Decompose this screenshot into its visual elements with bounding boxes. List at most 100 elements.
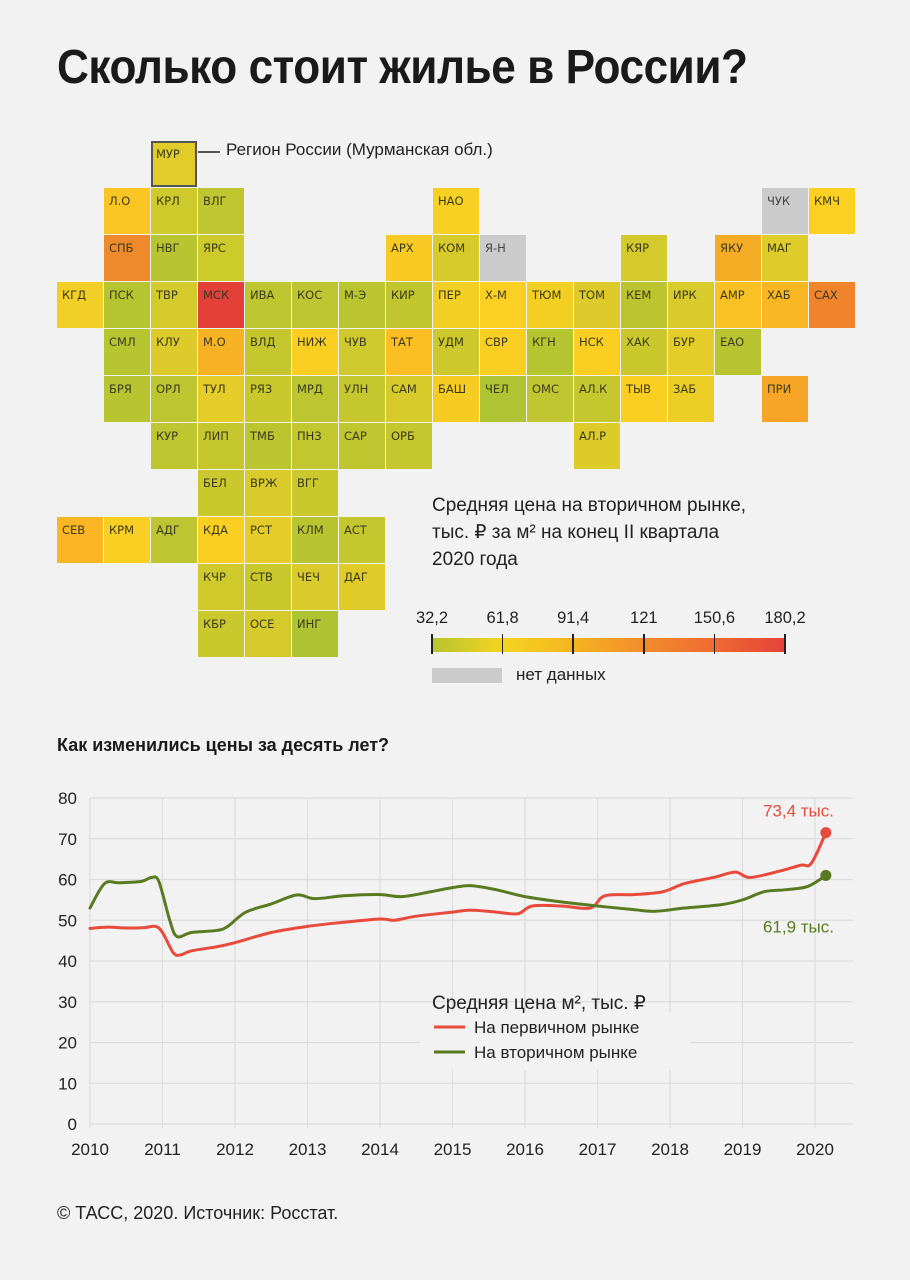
region-tile: ОРБ — [386, 423, 432, 469]
region-tile: КГД — [57, 282, 103, 328]
region-tile: САМ — [386, 376, 432, 422]
series-end-point — [820, 827, 832, 839]
y-tick-label: 80 — [58, 789, 77, 808]
region-tile: АРХ — [386, 235, 432, 281]
region-tile: СПБ — [104, 235, 150, 281]
color-scale-bar — [432, 638, 785, 652]
x-tick-label: 2012 — [216, 1140, 254, 1159]
region-tile: ЛИП — [198, 423, 244, 469]
region-tile: ХАБ — [762, 282, 808, 328]
region-tile: ЧЕЛ — [480, 376, 526, 422]
region-tile: НАО — [433, 188, 479, 234]
region-tile: М-Э — [339, 282, 385, 328]
chart-title: Как изменились цены за десять лет? — [57, 735, 390, 755]
region-tile: ИРК — [668, 282, 714, 328]
region-tile: ДАГ — [339, 564, 385, 610]
region-tile: РЯЗ — [245, 376, 291, 422]
region-tile: МАГ — [762, 235, 808, 281]
x-tick-label: 2018 — [651, 1140, 689, 1159]
region-tile: ЧУК — [762, 188, 808, 234]
region-tile: ТМБ — [245, 423, 291, 469]
region-tile: ПРИ — [762, 376, 808, 422]
x-tick-label: 2013 — [289, 1140, 327, 1159]
region-tile: НВГ — [151, 235, 197, 281]
region-tile: МРД — [292, 376, 338, 422]
scale-tick-label: 121 — [630, 609, 658, 627]
region-tile: СМЛ — [104, 329, 150, 375]
example-region-note: Регион России (Мурманская обл.) — [226, 140, 493, 159]
region-tile: КБР — [198, 611, 244, 657]
region-tile: КИР — [386, 282, 432, 328]
region-tile: СТВ — [245, 564, 291, 610]
region-tile: ЗАБ — [668, 376, 714, 422]
region-tile: ПЕР — [433, 282, 479, 328]
region-tile: ХАК — [621, 329, 667, 375]
example-connector-line — [198, 151, 220, 153]
scale-tick — [643, 634, 645, 654]
scale-tick-label: 91,4 — [557, 609, 590, 627]
region-tile: ТЫВ — [621, 376, 667, 422]
region-tile: ПСК — [104, 282, 150, 328]
region-tile: КМЧ — [809, 188, 855, 234]
scale-tick — [572, 634, 574, 654]
region-tile: БРЯ — [104, 376, 150, 422]
page-title: Сколько стоит жилье в России? — [57, 41, 748, 94]
series-end-label: 73,4 тыс. — [763, 802, 834, 821]
scale-tick — [784, 634, 786, 654]
y-tick-label: 40 — [58, 952, 77, 971]
region-tile: КЛМ — [292, 517, 338, 563]
region-tile: АСТ — [339, 517, 385, 563]
no-data-label: нет данных — [516, 665, 606, 684]
region-tile: ИВА — [245, 282, 291, 328]
scale-tick — [713, 634, 716, 654]
region-tile: КЯР — [621, 235, 667, 281]
region-tile: М.О — [198, 329, 244, 375]
series-end-point — [820, 869, 832, 881]
legend-background — [420, 1012, 690, 1070]
region-tile: Х-М — [480, 282, 526, 328]
region-tile: КЕМ — [621, 282, 667, 328]
region-tile: ТАТ — [386, 329, 432, 375]
y-tick-label: 70 — [58, 830, 77, 849]
region-tile: ОСЕ — [245, 611, 291, 657]
region-tile: КЧР — [198, 564, 244, 610]
region-tile: КОМ — [433, 235, 479, 281]
scale-title-line: 2020 года — [432, 549, 518, 570]
legend-label: На первичном рынке — [474, 1018, 639, 1037]
region-tile: КРМ — [104, 517, 150, 563]
region-tile: КДА — [198, 517, 244, 563]
footer-source: © ТАСС, 2020. Источник: Росстат. — [57, 1203, 339, 1223]
region-tile: ВГГ — [292, 470, 338, 516]
region-tile: ИНГ — [292, 611, 338, 657]
region-tile: БЕЛ — [198, 470, 244, 516]
y-tick-label: 20 — [58, 1034, 77, 1053]
region-tile: ТОМ — [574, 282, 620, 328]
region-tile: ВЛГ — [198, 188, 244, 234]
region-tile: АДГ — [151, 517, 197, 563]
region-tile: САХ — [809, 282, 855, 328]
region-tile: ЕАО — [715, 329, 761, 375]
x-tick-label: 2015 — [434, 1140, 472, 1159]
region-tile: АЛ.Р — [574, 423, 620, 469]
region-tile: МСК — [198, 282, 244, 328]
region-tile: ВРЖ — [245, 470, 291, 516]
region-tile: ЯРС — [198, 235, 244, 281]
legend-title: Средняя цена м², тыс. ₽ — [432, 993, 646, 1014]
region-tile: УДМ — [433, 329, 479, 375]
x-tick-label: 2016 — [506, 1140, 544, 1159]
region-tile: КОС — [292, 282, 338, 328]
scale-tick-label: 180,2 — [764, 609, 806, 627]
scale-tick — [431, 634, 433, 654]
x-tick-label: 2019 — [724, 1140, 762, 1159]
region-tile: ТЮМ — [527, 282, 573, 328]
series-line — [88, 873, 828, 939]
x-tick-label: 2017 — [579, 1140, 617, 1159]
region-tile: ЧЕЧ — [292, 564, 338, 610]
region-tile: АМР — [715, 282, 761, 328]
region-tile: КРЛ — [151, 188, 197, 234]
region-tile: ОРЛ — [151, 376, 197, 422]
region-tile: СВР — [480, 329, 526, 375]
region-tile: КУР — [151, 423, 197, 469]
y-tick-label: 60 — [58, 871, 77, 890]
region-tile: БУР — [668, 329, 714, 375]
